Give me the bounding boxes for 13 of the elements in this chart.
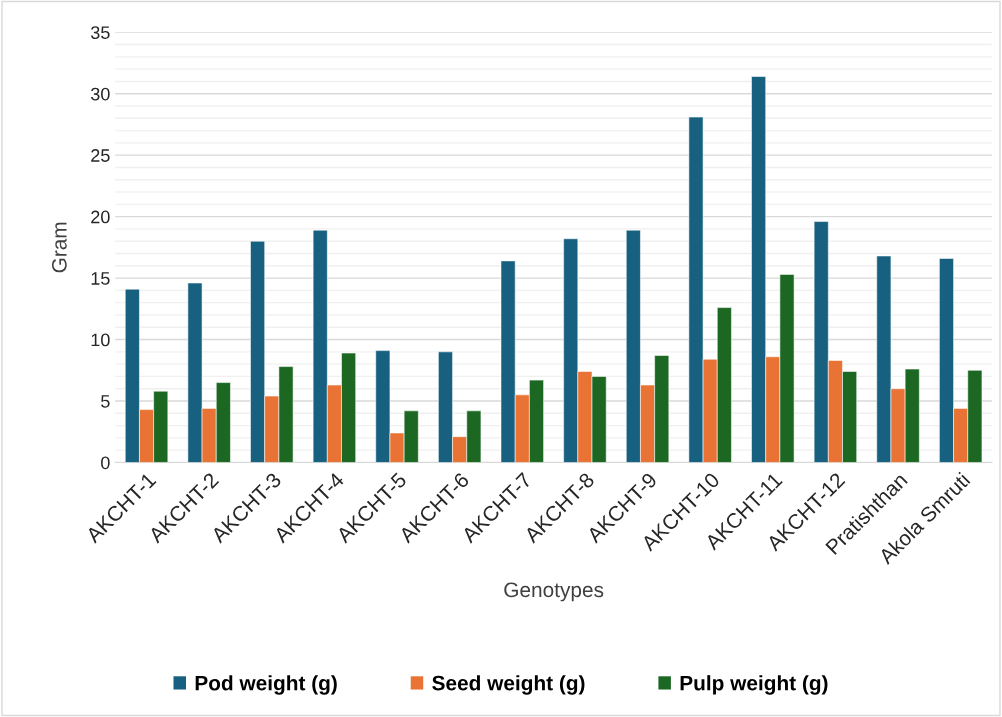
y-tick-label: 35 [90,26,110,39]
legend-label: Pod weight (g) [195,675,337,695]
legend-label: Pulp weight (g) [680,675,828,695]
y-tick-label: 15 [91,272,110,285]
y-tick-label: 20 [91,210,110,224]
y-tick-label: 25 [91,149,110,162]
legend-label: Seed weight (g) [432,675,585,695]
y-tick-label: 5 [101,395,110,408]
y-tick-label: 30 [90,87,110,101]
y-tick-label: 0 [101,456,110,470]
y-axis-title: Gram [51,222,67,273]
y-tick-label: 10 [91,333,110,347]
x-axis-title: Genotypes [504,582,604,602]
